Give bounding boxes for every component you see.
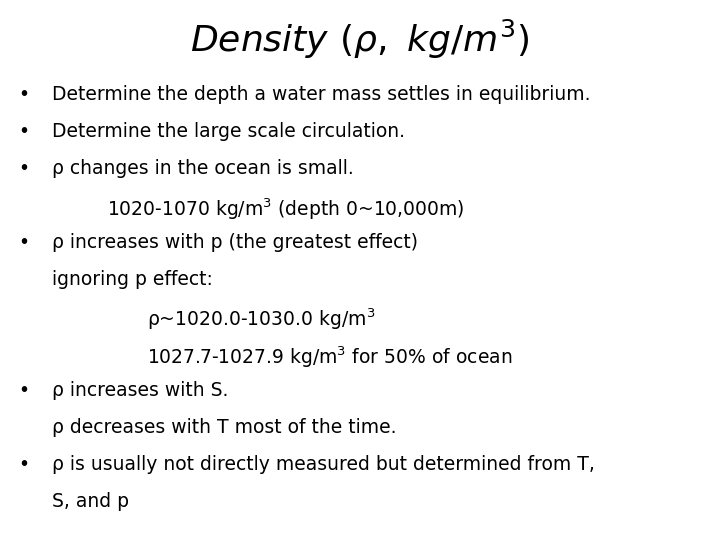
Text: ρ changes in the ocean is small.: ρ changes in the ocean is small. [52,159,354,178]
Text: ρ increases with p (the greatest effect): ρ increases with p (the greatest effect) [52,233,418,252]
Text: 1027.7-1027.9 kg/m$^3$ for 50% of ocean: 1027.7-1027.9 kg/m$^3$ for 50% of ocean [147,344,513,369]
Text: 1020-1070 kg/m$^3$ (depth 0~10,000m): 1020-1070 kg/m$^3$ (depth 0~10,000m) [107,196,464,221]
Text: •: • [18,381,29,400]
Text: •: • [18,233,29,252]
Text: ignoring p effect:: ignoring p effect: [52,270,213,289]
Text: •: • [18,85,29,104]
Text: ρ decreases with T most of the time.: ρ decreases with T most of the time. [52,418,397,437]
Text: ρ is usually not directly measured but determined from T,: ρ is usually not directly measured but d… [52,455,595,474]
Text: Determine the depth a water mass settles in equilibrium.: Determine the depth a water mass settles… [52,85,590,104]
Text: S, and p: S, and p [52,492,129,511]
Text: •: • [18,159,29,178]
Text: •: • [18,455,29,474]
Text: ρ increases with S.: ρ increases with S. [52,381,228,400]
Text: $\mathbf{\it{Density\ (}}$$\mathbf{\it{\rho}}$$\mathbf{\it{,\ kg/m^3)}}$: $\mathbf{\it{Density\ (}}$$\mathbf{\it{\… [190,18,530,61]
Text: Determine the large scale circulation.: Determine the large scale circulation. [52,122,405,141]
Text: •: • [18,122,29,141]
Text: ρ~1020.0-1030.0 kg/m$^3$: ρ~1020.0-1030.0 kg/m$^3$ [147,307,375,333]
